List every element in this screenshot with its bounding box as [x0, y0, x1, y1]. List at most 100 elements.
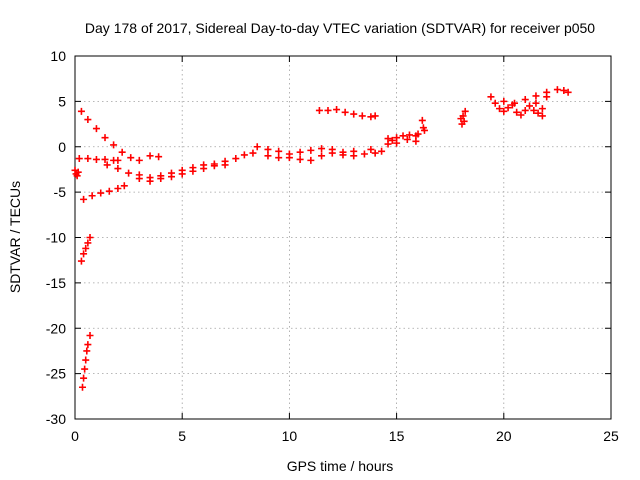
data-point — [500, 107, 508, 115]
data-point — [275, 147, 283, 155]
data-point — [146, 177, 154, 185]
data-point — [487, 93, 495, 101]
data-point — [105, 187, 113, 195]
data-point — [378, 147, 386, 155]
data-point — [232, 155, 240, 163]
data-point — [127, 154, 135, 162]
data-point — [341, 108, 349, 116]
data-point — [358, 112, 366, 120]
data-point — [530, 106, 538, 114]
data-point — [86, 234, 94, 241]
data-point — [521, 106, 529, 114]
data-point — [82, 244, 90, 252]
x-tick-label: 25 — [603, 428, 619, 444]
data-point — [135, 175, 143, 183]
data-point — [275, 154, 283, 162]
data-point — [526, 102, 534, 110]
data-point — [511, 99, 519, 107]
data-point — [77, 257, 85, 265]
data-point — [285, 150, 293, 158]
data-point — [114, 184, 122, 192]
data-point — [318, 152, 326, 160]
data-point — [114, 165, 122, 173]
data-point — [384, 135, 392, 143]
data-point — [81, 365, 89, 373]
y-tick-label: -30 — [46, 411, 66, 427]
data-point — [350, 147, 358, 155]
data-point — [324, 106, 332, 114]
data-point — [157, 175, 165, 183]
data-point — [84, 239, 92, 247]
data-point — [84, 116, 92, 124]
data-points — [71, 86, 572, 391]
data-point — [564, 88, 572, 96]
data-point — [77, 107, 85, 115]
data-point — [538, 105, 546, 113]
chart-title: Day 178 of 2017, Sidereal Day-to-day VTE… — [85, 20, 595, 36]
data-point — [101, 155, 109, 163]
data-point — [135, 156, 143, 164]
y-tick-label: -25 — [46, 366, 66, 382]
data-point — [92, 155, 100, 163]
data-point — [74, 168, 82, 176]
data-point — [101, 134, 109, 142]
data-point — [461, 107, 469, 115]
data-point — [264, 152, 272, 160]
data-point — [418, 116, 426, 124]
data-point — [388, 136, 396, 144]
data-point — [221, 161, 229, 169]
data-point — [307, 146, 315, 154]
data-point — [517, 111, 525, 119]
data-point — [367, 113, 375, 121]
data-point — [504, 104, 512, 112]
data-point — [393, 139, 401, 147]
data-point — [240, 151, 248, 159]
data-point — [513, 108, 521, 116]
y-tick-label: 10 — [50, 48, 66, 64]
data-point — [80, 250, 88, 258]
data-point — [103, 161, 111, 169]
data-point — [80, 195, 88, 203]
data-point — [249, 149, 257, 157]
data-point — [350, 110, 358, 118]
y-tick-label: -15 — [46, 275, 66, 291]
data-point — [360, 150, 368, 158]
data-point — [80, 374, 88, 382]
data-point — [333, 106, 341, 114]
data-point — [84, 341, 92, 349]
grid — [75, 56, 611, 419]
data-point — [532, 92, 540, 100]
x-tick-label: 15 — [389, 428, 405, 444]
data-point — [460, 117, 468, 125]
data-point — [328, 145, 336, 153]
axis-ticks: 0 5 10 15 20 25 -30 -25 -20 -15 -10 -5 0 5 10 — [46, 48, 619, 444]
data-point — [125, 169, 133, 177]
data-point — [459, 112, 467, 120]
data-point — [79, 383, 87, 391]
x-tick-label: 20 — [496, 428, 512, 444]
y-tick-label: -5 — [54, 184, 67, 200]
data-point — [371, 149, 379, 157]
data-point — [307, 156, 315, 164]
data-point — [110, 141, 118, 149]
y-tick-label: 5 — [58, 93, 66, 109]
data-point — [86, 332, 94, 340]
data-point — [118, 148, 126, 156]
data-point — [296, 148, 304, 156]
data-point — [543, 93, 551, 101]
data-point — [367, 145, 375, 153]
data-point — [189, 167, 197, 175]
y-tick-label: 0 — [58, 139, 66, 155]
data-point — [500, 97, 508, 105]
data-point — [315, 106, 323, 114]
data-point — [146, 152, 154, 160]
data-point — [521, 96, 529, 104]
data-point — [412, 137, 420, 145]
x-tick-label: 0 — [71, 428, 79, 444]
data-point — [83, 347, 91, 355]
data-point — [560, 86, 568, 94]
data-point — [399, 132, 407, 140]
data-point — [403, 135, 411, 143]
data-point — [167, 173, 175, 181]
